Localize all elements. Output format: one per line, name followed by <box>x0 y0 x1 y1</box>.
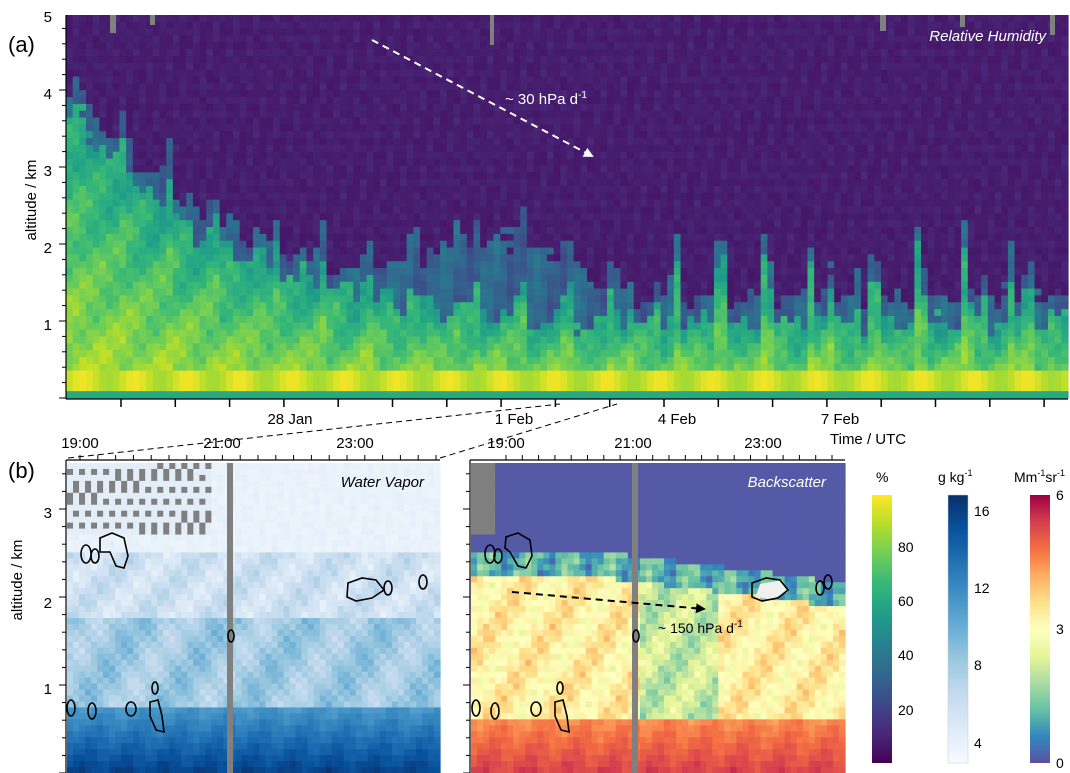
panel-b-annotation: ~ 150 hPa d-1 <box>658 619 743 636</box>
wv-colorbar <box>947 494 969 764</box>
wv-tick-4: 4 <box>974 735 982 751</box>
wv-contour <box>227 629 235 643</box>
panel-a-ytick-5: 5 <box>44 9 52 26</box>
bs-tick-3: 3 <box>1056 621 1064 637</box>
wv-contour <box>66 699 76 717</box>
bs-contour <box>554 699 570 734</box>
water-vapor-heatmap <box>67 463 441 773</box>
wv-contour <box>99 532 129 569</box>
panel-b-ytick-2: 2 <box>44 595 52 612</box>
backscatter-panel: ~ 150 hPa d-1 Backscatter <box>463 455 846 773</box>
panel-a-ytick-3: 3 <box>44 163 52 180</box>
wv-contour <box>151 681 159 695</box>
panel-a-xtick-7feb: 7 Feb <box>821 411 859 428</box>
colorbars: % 20 40 60 80 g kg-1 4 8 12 16 Mm-1sr-1 … <box>872 468 1065 771</box>
bs-contour <box>490 702 500 720</box>
bs-contour <box>530 701 542 717</box>
bs-ticks <box>463 455 833 773</box>
wv-contour <box>418 574 428 590</box>
backscatter-heatmap <box>471 463 846 773</box>
water-vapor-panel: Water Vapor <box>59 455 441 773</box>
panel-a-label: (a) <box>8 32 35 57</box>
panel-a-ytick-4: 4 <box>44 86 52 103</box>
panel-b-label: (b) <box>8 458 35 483</box>
panel-a-ytick-2: 2 <box>44 240 52 257</box>
wv-tick-12: 12 <box>974 580 990 596</box>
wv-xtick-2300: 23:00 <box>336 435 374 452</box>
zoom-connector-left <box>67 403 561 459</box>
rh-heatmap <box>66 15 1069 399</box>
bs-colorbar <box>1030 495 1050 763</box>
rh-colorbar-unit: % <box>876 469 888 485</box>
bs-contour <box>751 577 790 602</box>
bs-contour <box>823 574 833 590</box>
panel-b-ylabel: altitude / km <box>9 540 26 621</box>
bs-contour <box>493 548 503 564</box>
water-vapor-title: Water Vapor <box>341 474 425 491</box>
panel-a-title: Relative Humidity <box>929 28 1047 45</box>
wv-contour <box>125 701 137 717</box>
wv-xtick-1900: 19:00 <box>61 435 99 452</box>
panel-a-xtick-4feb: 4 Feb <box>658 411 696 428</box>
panel-a-xtick-1feb: 1 Feb <box>495 411 533 428</box>
zoom-connector-right <box>439 403 618 459</box>
wv-ticks <box>59 455 437 773</box>
rh-tick-20: 20 <box>898 702 914 718</box>
bs-xtick-2100: 21:00 <box>614 435 652 452</box>
panel-a-annotation: ~ 30 hPa d-1 <box>505 90 587 108</box>
bs-contour <box>815 580 825 596</box>
wv-contour <box>87 702 97 720</box>
bs-contour <box>471 699 481 717</box>
rh-tick-80: 80 <box>898 539 914 555</box>
bs-descent-arrow <box>511 591 706 614</box>
bs-contour <box>556 681 564 695</box>
wv-contour <box>149 699 165 734</box>
bs-contour <box>484 544 496 564</box>
panel-b: (b) altitude / km 3 2 1 19:00 21:00 23:0… <box>8 431 906 773</box>
bs-contour <box>632 629 640 643</box>
bs-tick-0: 0 <box>1056 755 1064 771</box>
panel-b-ytick-1: 1 <box>44 681 52 698</box>
wv-cloud-contours <box>66 532 428 734</box>
panel-a: (a) Relative Humidity altitude / km 1 2 … <box>8 9 1069 428</box>
wv-contour <box>90 548 100 564</box>
rh-tick-40: 40 <box>898 647 914 663</box>
rh-tick-60: 60 <box>898 593 914 609</box>
panel-a-ytick-1: 1 <box>44 317 52 334</box>
panel-a-ylabel: altitude / km <box>23 160 40 241</box>
bs-cloud-contours <box>471 532 833 734</box>
wv-contour <box>346 577 386 602</box>
panel-b-time-label: Time / UTC <box>830 431 906 448</box>
panel-a-descent-arrow <box>371 39 594 157</box>
bs-xtick-2300: 23:00 <box>744 435 782 452</box>
panel-b-ytick-3: 3 <box>44 505 52 522</box>
bs-xtick-1900: 19:00 <box>487 435 525 452</box>
bs-colorbar-unit: Mm-1sr-1 <box>1014 468 1065 485</box>
bs-tick-6: 6 <box>1056 487 1064 503</box>
rh-colorbar <box>872 495 892 763</box>
bs-contour <box>504 532 533 569</box>
wv-xtick-2100: 21:00 <box>203 435 241 452</box>
panel-a-xtick-28jan: 28 Jan <box>267 411 312 428</box>
wv-contour <box>383 580 393 596</box>
backscatter-title: Backscatter <box>748 474 827 491</box>
wv-colorbar-unit: g kg-1 <box>938 468 972 485</box>
panel-a-ticks <box>59 27 1045 407</box>
wv-tick-8: 8 <box>974 657 982 673</box>
wv-tick-16: 16 <box>974 503 990 519</box>
